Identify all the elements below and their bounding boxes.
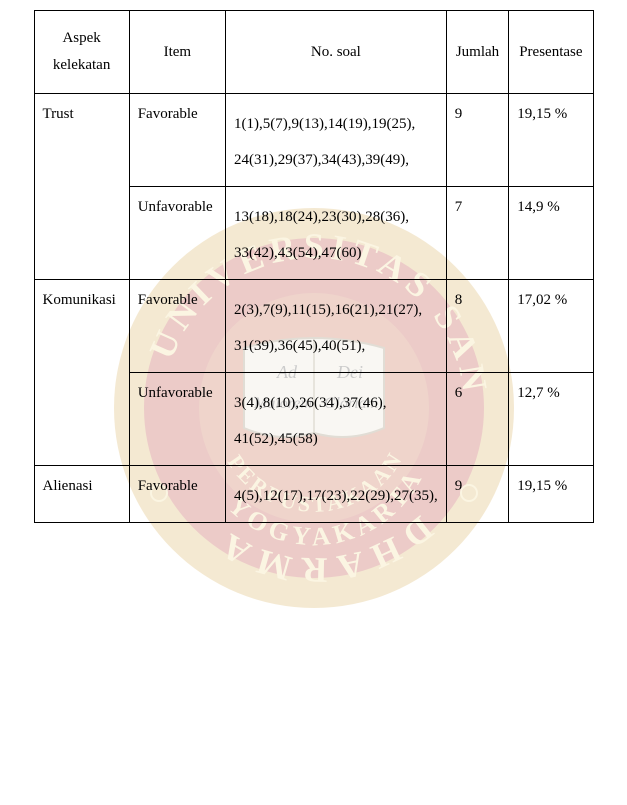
cell-jumlah: 7 [446,187,509,280]
cell-presentase: 14,9 % [509,187,593,280]
cell-nosoal: 2(3),7(9),11(15),16(21),21(27), 31(39),3… [226,280,447,373]
header-presentase: Presentase [509,11,593,94]
cell-presentase: 12,7 % [509,373,593,466]
header-nosoal: No. soal [226,11,447,94]
cell-item: Unfavorable [129,187,225,280]
cell-aspek: Trust [34,94,129,280]
header-jumlah: Jumlah [446,11,509,94]
cell-item: Favorable [129,466,225,523]
cell-presentase: 19,15 % [509,94,593,187]
cell-jumlah: 9 [446,466,509,523]
cell-nosoal: 13(18),18(24),23(30),28(36), 33(42),43(5… [226,187,447,280]
cell-aspek: Alienasi [34,466,129,523]
cell-nosoal: 3(4),8(10),26(34),37(46), 41(52),45(58) [226,373,447,466]
cell-jumlah: 8 [446,280,509,373]
cell-jumlah: 6 [446,373,509,466]
cell-item: Favorable [129,94,225,187]
cell-jumlah: 9 [446,94,509,187]
cell-nosoal: 1(1),5(7),9(13),14(19),19(25), 24(31),29… [226,94,447,187]
cell-item: Unfavorable [129,373,225,466]
header-aspek: Aspek kelekatan [34,11,129,94]
table-header-row: Aspek kelekatan Item No. soal Jumlah Pre… [34,11,593,94]
table-row: Trust Favorable 1(1),5(7),9(13),14(19),1… [34,94,593,187]
header-item: Item [129,11,225,94]
cell-item: Favorable [129,280,225,373]
cell-presentase: 17,02 % [509,280,593,373]
table-row: Komunikasi Favorable 2(3),7(9),11(15),16… [34,280,593,373]
cell-aspek: Komunikasi [34,280,129,466]
table-row: Alienasi Favorable 4(5),12(17),17(23),22… [34,466,593,523]
cell-presentase: 19,15 % [509,466,593,523]
data-table: Aspek kelekatan Item No. soal Jumlah Pre… [34,10,594,523]
cell-nosoal: 4(5),12(17),17(23),22(29),27(35), [226,466,447,523]
